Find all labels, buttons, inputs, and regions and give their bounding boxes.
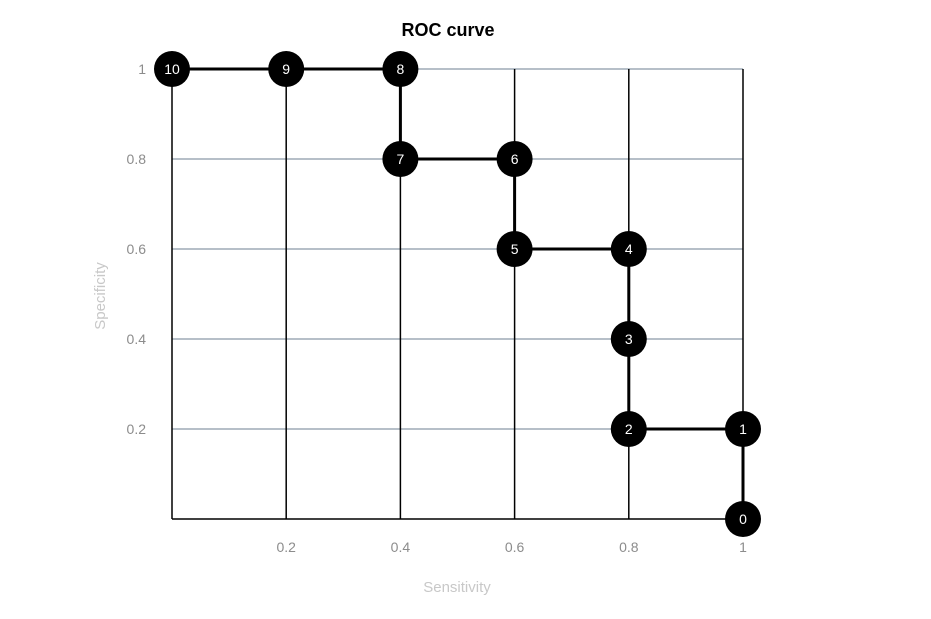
point-marker xyxy=(154,51,190,87)
point-marker xyxy=(610,321,647,357)
y-tick-label: 0.4 xyxy=(127,331,147,347)
data-point-6: 6 xyxy=(496,141,533,177)
point-label: 10 xyxy=(164,61,180,77)
point-marker xyxy=(382,141,419,177)
point-marker xyxy=(382,51,419,87)
point-marker xyxy=(610,411,647,447)
data-point-2: 2 xyxy=(610,411,647,447)
chart-title: ROC curve xyxy=(401,20,494,40)
data-point-10: 10 xyxy=(154,51,190,87)
point-label: 8 xyxy=(397,61,405,77)
tick-labels: 0.2 0.4 0.6 0.8 1 0.2 0.4 0.6 0.8 1 xyxy=(127,61,748,555)
x-tick-label: 0.2 xyxy=(276,539,296,555)
point-label: 5 xyxy=(511,241,519,257)
horizontal-gridlines xyxy=(172,68,743,430)
point-marker xyxy=(268,51,305,87)
data-point-3: 3 xyxy=(610,321,647,357)
data-point-8: 8 xyxy=(382,51,419,87)
point-marker xyxy=(496,141,533,177)
point-label: 0 xyxy=(739,511,747,527)
data-point-5: 5 xyxy=(496,231,533,267)
y-axis-label: Specificity xyxy=(92,262,109,330)
roc-curve-line xyxy=(172,67,745,519)
y-tick-label: 0.6 xyxy=(127,241,147,257)
point-label: 2 xyxy=(625,421,633,437)
x-tick-label: 0.8 xyxy=(619,539,639,555)
y-tick-label: 1 xyxy=(138,61,146,77)
vertical-gridlines xyxy=(285,69,744,519)
point-marker xyxy=(725,501,761,537)
x-tick-label: 1 xyxy=(739,539,747,555)
axes xyxy=(171,69,743,520)
point-marker xyxy=(496,231,533,267)
x-tick-label: 0.6 xyxy=(505,539,525,555)
point-marker xyxy=(725,411,761,447)
x-axis-label: Sensitivity xyxy=(423,579,491,596)
data-points: 0 1 2 3 4 5 6 7 8 9 10 xyxy=(154,51,761,537)
y-tick-label: 0.2 xyxy=(127,421,147,437)
point-label: 7 xyxy=(397,151,405,167)
point-label: 4 xyxy=(625,241,633,257)
point-label: 1 xyxy=(739,421,747,437)
data-point-4: 4 xyxy=(610,231,647,267)
point-marker xyxy=(610,231,647,267)
point-label: 9 xyxy=(282,61,290,77)
data-point-1: 1 xyxy=(725,411,761,447)
point-label: 3 xyxy=(625,331,633,347)
data-point-9: 9 xyxy=(268,51,305,87)
data-point-7: 7 xyxy=(382,141,419,177)
y-tick-label: 0.8 xyxy=(127,151,147,167)
point-label: 6 xyxy=(511,151,519,167)
x-tick-label: 0.4 xyxy=(391,539,411,555)
data-point-0: 0 xyxy=(725,501,761,537)
